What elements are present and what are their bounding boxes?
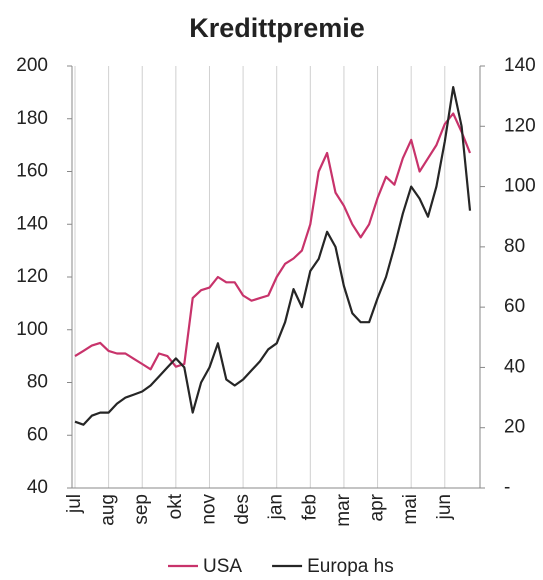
x-tick-label: des — [232, 494, 253, 525]
y-tick-label: 140 — [16, 213, 48, 234]
y2-tick-label: 100 — [504, 176, 536, 197]
y-tick-label: 180 — [16, 108, 48, 129]
x-tick-label: okt — [165, 493, 186, 519]
legend-label: Europa hs — [307, 556, 394, 577]
x-tick-label: aug — [98, 494, 119, 526]
y-tick-label: 80 — [27, 372, 48, 393]
chart-title: Kredittpremie — [189, 13, 365, 43]
x-tick-label: nov — [198, 494, 219, 525]
y2-tick-label: 40 — [504, 356, 525, 377]
x-tick-label: mai — [400, 494, 421, 525]
y2-tick-label: 140 — [504, 55, 536, 76]
y2-tick-label: 60 — [504, 296, 525, 317]
y2-tick-label: 20 — [504, 417, 525, 438]
y-tick-label: 160 — [16, 161, 48, 182]
y2-tick-label: - — [504, 477, 510, 498]
x-tick-label: mar — [333, 493, 354, 526]
x-tick-label: jun — [434, 494, 455, 520]
y-tick-label: 100 — [16, 319, 48, 340]
line-series — [74, 112, 472, 371]
x-tick-label: jul — [64, 494, 85, 514]
y-tick-label: 120 — [16, 266, 48, 287]
x-tick-label: apr — [367, 493, 388, 521]
x-tick-label: jan — [266, 494, 287, 520]
legend-label: USA — [203, 556, 242, 577]
y-tick-label: 200 — [16, 55, 48, 76]
y2-tick-label: 120 — [504, 115, 536, 136]
x-tick-label: feb — [299, 494, 320, 520]
y2-tick-label: 80 — [504, 236, 525, 257]
x-tick-label: sep — [131, 494, 152, 525]
line-series — [74, 86, 472, 426]
y-tick-label: 60 — [27, 424, 48, 445]
y-tick-label: 40 — [27, 477, 48, 498]
